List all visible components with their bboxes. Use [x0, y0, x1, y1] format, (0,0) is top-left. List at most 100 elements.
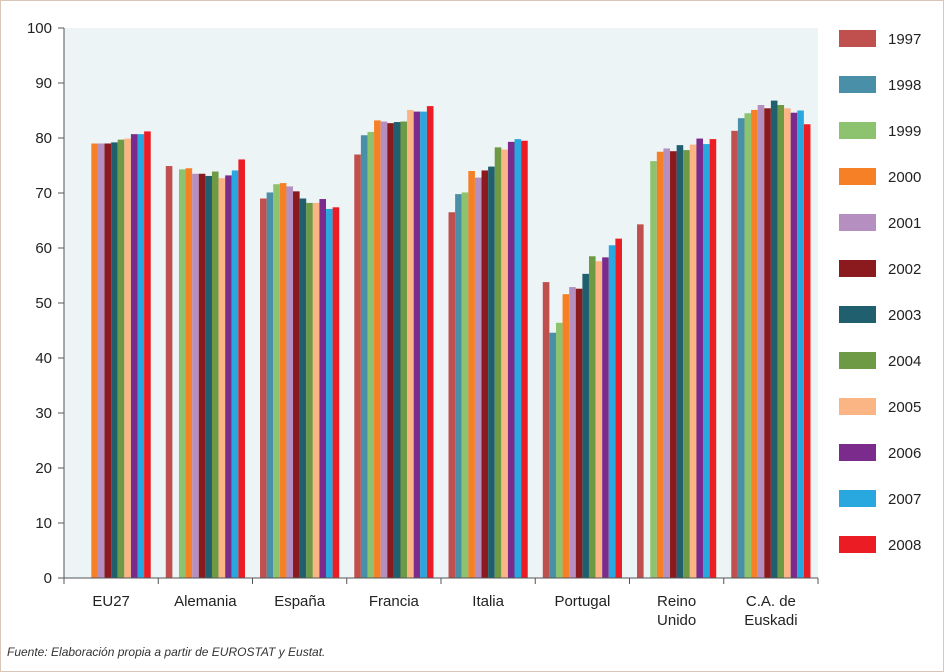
bar-2007: [608, 245, 616, 578]
bar-2005: [784, 108, 791, 579]
legend-label: 2007: [888, 491, 921, 508]
legend-swatch: [839, 306, 876, 323]
bar-2005: [501, 149, 508, 579]
x-category-label: EU27: [92, 593, 130, 610]
bar-2006: [507, 141, 515, 578]
bar-2008: [521, 140, 528, 578]
bar-2007: [137, 134, 145, 578]
legend-swatch: [839, 168, 876, 185]
bar-2006: [413, 111, 421, 578]
bar-2003: [770, 100, 778, 578]
y-tick-label: 80: [35, 130, 52, 147]
legend-swatch: [839, 76, 876, 93]
legend-swatch: [839, 122, 876, 139]
bar-2001: [192, 173, 199, 578]
bar-1997: [731, 130, 738, 578]
bar-2002: [198, 173, 206, 578]
bar-1997: [354, 154, 361, 578]
bar-2006: [790, 112, 798, 578]
bar-1999: [555, 322, 563, 578]
bar-2003: [299, 198, 307, 578]
bar-1999: [744, 113, 752, 578]
legend-swatch: [839, 214, 876, 231]
y-tick-label: 50: [35, 295, 52, 312]
y-tick-label: 0: [44, 570, 52, 587]
legend-label: 1997: [888, 31, 921, 48]
bar-2000: [374, 120, 381, 579]
bar-2002: [764, 108, 771, 579]
bar-2003: [676, 145, 684, 578]
bar-2002: [670, 151, 677, 578]
legend-label: 2002: [888, 261, 921, 278]
bar-1998: [266, 192, 274, 578]
bar-2002: [481, 170, 489, 578]
bar-2002: [104, 143, 112, 578]
x-category-label: Portugal: [554, 593, 610, 610]
bar-1997: [165, 166, 173, 579]
bar-2007: [703, 144, 710, 579]
bar-2006: [602, 257, 609, 578]
bar-1999: [461, 192, 469, 578]
bar-2007: [326, 208, 333, 578]
x-category-label: Euskadi: [744, 612, 797, 629]
bar-2001: [757, 105, 765, 578]
bar-2008: [709, 139, 717, 578]
bar-2000: [751, 109, 758, 578]
bar-1997: [260, 198, 267, 578]
legend-swatch: [839, 352, 876, 369]
legend-swatch: [839, 260, 876, 277]
legend-label: 1999: [888, 123, 921, 140]
bar-2005: [595, 261, 603, 578]
bar-2001: [474, 177, 482, 578]
bar-1999: [273, 184, 280, 578]
legend: 1997 1998 1999 2000 2001 2002 2003 2004 2005 2006…: [839, 30, 921, 554]
legend-swatch: [839, 30, 876, 47]
legend-label: 2005: [888, 399, 921, 416]
bar-2004: [117, 139, 125, 578]
y-tick-label: 70: [35, 185, 52, 202]
legend-label: 2004: [888, 353, 921, 370]
bar-2001: [663, 148, 671, 578]
bars: [91, 100, 811, 579]
bar-1998: [455, 194, 462, 578]
y-tick-label: 20: [35, 460, 52, 477]
bar-2000: [562, 294, 570, 578]
x-category-label: Alemania: [174, 593, 237, 610]
bar-1999: [650, 161, 657, 578]
bar-2000: [279, 183, 287, 578]
bar-2001: [569, 287, 576, 578]
bar-1998: [360, 135, 368, 578]
bar-2008: [426, 106, 434, 578]
bar-2000: [468, 171, 475, 578]
x-category-label: Italia: [472, 593, 504, 610]
bar-2002: [387, 123, 394, 579]
bar-2000: [656, 151, 664, 578]
x-category-label: C.A. de: [746, 593, 796, 610]
y-tick-label: 40: [35, 350, 52, 367]
bar-2006: [130, 134, 138, 578]
bar-2006: [696, 138, 704, 579]
bar-2007: [514, 139, 522, 578]
legend-label: 1998: [888, 77, 921, 94]
bar-1997: [542, 282, 550, 578]
x-category-label: España: [274, 593, 326, 610]
bar-2004: [588, 256, 596, 578]
bar-2003: [393, 122, 401, 579]
bar-2001: [97, 143, 105, 578]
y-tick-label: 30: [35, 405, 52, 422]
bar-2004: [777, 105, 785, 578]
bar-2004: [494, 147, 502, 578]
bar-2002: [293, 191, 300, 578]
bar-2003: [111, 142, 118, 578]
bar-2004: [306, 202, 313, 578]
bar-2005: [312, 202, 320, 578]
bar-2008: [332, 207, 340, 579]
bar-2007: [797, 110, 804, 578]
legend-swatch: [839, 398, 876, 415]
x-category-label: Unido: [657, 612, 696, 629]
bar-2004: [683, 150, 690, 578]
bar-1997: [637, 224, 644, 578]
bar-2008: [238, 159, 245, 578]
bar-2007: [420, 111, 427, 578]
